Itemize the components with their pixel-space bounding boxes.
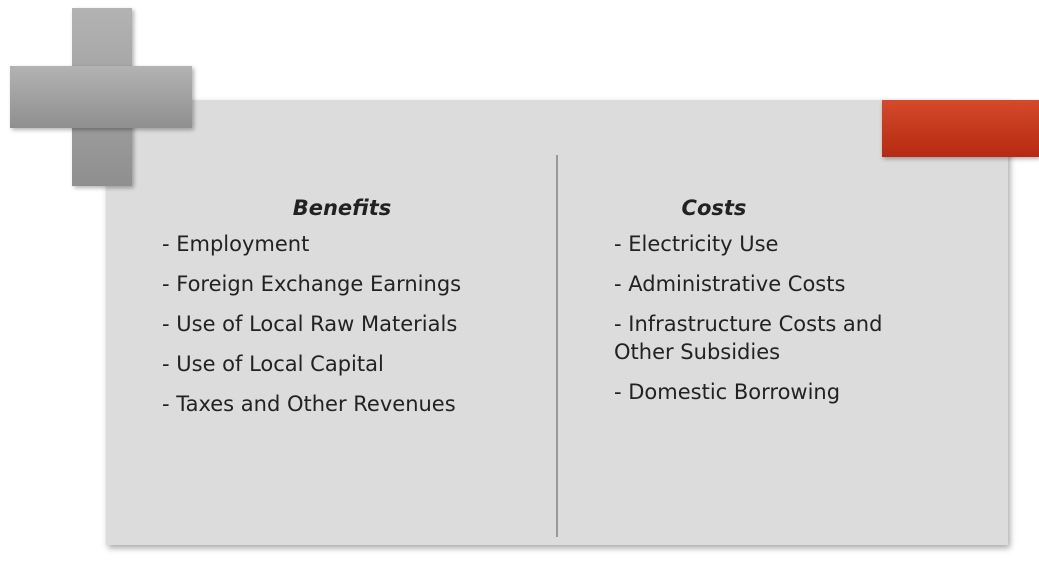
list-item: - Use of Local Capital xyxy=(162,352,384,376)
benefits-heading: Benefits xyxy=(292,196,392,220)
list-item: - Domestic Borrowing xyxy=(614,380,841,404)
list-item: - Taxes and Other Revenues xyxy=(162,392,456,416)
benefits-column: Benefits - Employment - Foreign Exchange … xyxy=(162,196,522,430)
list-item: - Employment xyxy=(162,232,310,256)
list-item: - Electricity Use xyxy=(614,232,779,256)
list-item: - Use of Local Raw Materials xyxy=(162,312,458,336)
plus-icon xyxy=(10,66,192,128)
list-item: - Foreign Exchange Earnings xyxy=(162,272,462,296)
list-item: - Infrastructure Costs and Other Subsidi… xyxy=(614,312,883,364)
divider xyxy=(556,155,558,537)
costs-heading: Costs xyxy=(681,196,747,220)
costs-column: Costs - Electricity Use - Administrative … xyxy=(614,196,904,418)
minus-icon xyxy=(882,100,1039,157)
list-item: - Administrative Costs xyxy=(614,272,846,296)
